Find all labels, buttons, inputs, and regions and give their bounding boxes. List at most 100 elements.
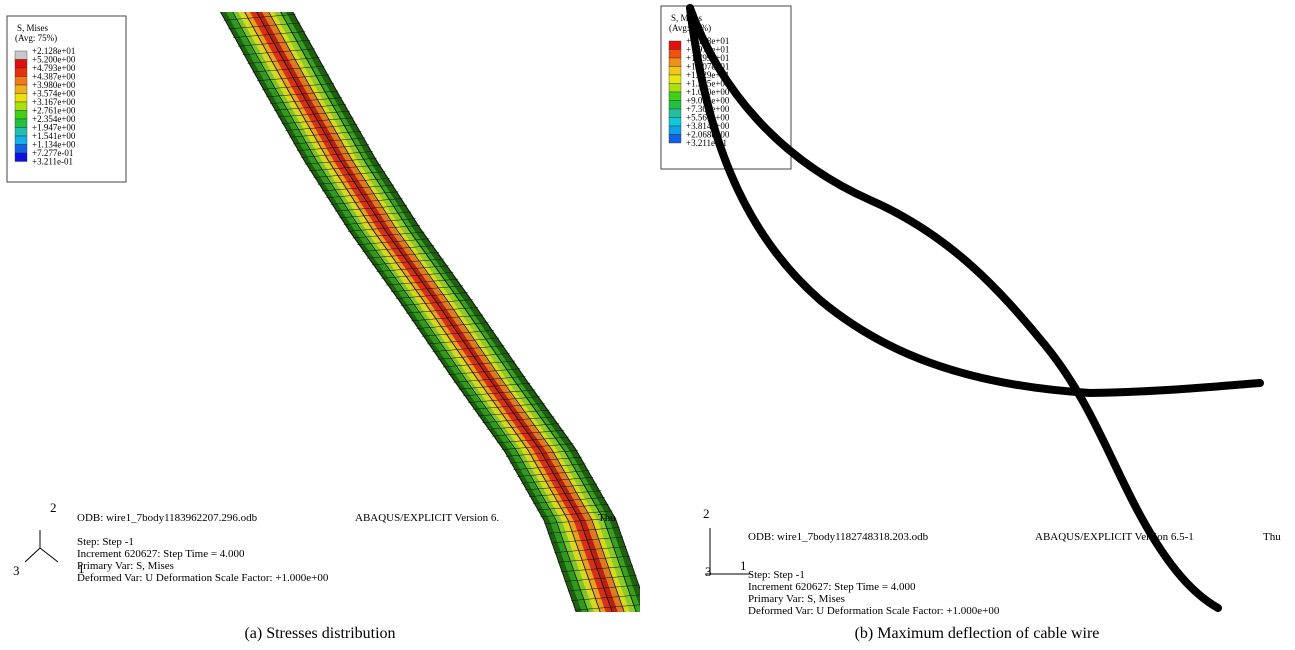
triad-label: 3 xyxy=(705,564,712,579)
mesh-line xyxy=(427,337,500,345)
wire-band xyxy=(219,6,640,612)
mesh-line xyxy=(252,65,325,73)
mesh-line xyxy=(376,265,449,272)
mesh-line xyxy=(273,104,346,111)
mesh-line xyxy=(366,251,440,259)
mesh-line xyxy=(232,12,589,612)
mesh-line xyxy=(564,575,637,582)
legend-level: +5.200e+00 xyxy=(32,55,76,65)
legend-title: S, Mises xyxy=(671,13,703,23)
mesh-line xyxy=(521,476,594,484)
mesh-line xyxy=(300,151,373,158)
mesh-line xyxy=(371,258,444,266)
legend-title: S, Mises xyxy=(17,23,49,33)
mesh-line xyxy=(432,345,505,352)
mesh-line xyxy=(280,12,637,612)
legend-swatch xyxy=(668,100,682,110)
legend-swatch xyxy=(14,135,28,145)
mesh-line xyxy=(313,171,386,178)
mesh-line xyxy=(491,429,565,437)
legend-level: +2.068e+00 xyxy=(686,130,730,140)
mesh-line xyxy=(330,198,403,205)
mesh-line xyxy=(285,124,358,131)
date: Thu xyxy=(598,512,616,524)
legend-level: +3.167e+00 xyxy=(32,97,76,107)
legend-swatch xyxy=(14,110,28,120)
mesh-line xyxy=(289,130,362,138)
legend-swatch xyxy=(14,67,28,77)
mesh-line xyxy=(228,22,301,30)
mesh-line xyxy=(247,57,320,64)
mesh-line xyxy=(467,396,541,403)
legend-swatch xyxy=(668,117,682,127)
mesh-line xyxy=(362,245,435,252)
info-deformed: Deformed Var: U Deformation Scale Factor… xyxy=(77,572,329,584)
wire-stripe xyxy=(243,12,607,612)
legend-level: +1.607e+01 xyxy=(686,62,729,72)
info-deformed: Deformed Var: U Deformation Scale Factor… xyxy=(748,605,1000,617)
mesh-line xyxy=(266,90,339,98)
info-step: Step: Step -1 xyxy=(748,569,805,581)
mesh-line xyxy=(309,164,382,172)
triad-label: 2 xyxy=(703,506,710,521)
mesh-line xyxy=(532,497,605,504)
triad-label: 2 xyxy=(50,500,57,515)
mesh-line xyxy=(567,584,640,592)
mesh-line xyxy=(339,211,412,219)
mesh-line xyxy=(574,604,640,611)
info-increment: Increment 620627: Step Time = 4.000 xyxy=(748,581,916,593)
legend-level: +3.814e+00 xyxy=(686,121,730,131)
mesh-line xyxy=(501,443,574,450)
legend-swatch xyxy=(668,108,682,118)
mesh-line xyxy=(540,510,613,518)
mesh-line xyxy=(448,368,521,375)
wire-stripe xyxy=(255,12,619,612)
info-step: Step: Step -1 xyxy=(77,536,134,548)
mesh-line xyxy=(219,6,291,12)
caption: (a) Stresses distribution xyxy=(244,625,395,642)
triad-label: 1 xyxy=(78,561,85,576)
legend-swatch xyxy=(668,74,682,84)
mesh-line xyxy=(561,565,634,573)
legend-level: +1.255e+01 xyxy=(686,79,729,89)
mesh-line xyxy=(513,463,586,471)
mesh-line xyxy=(487,423,560,430)
mesh-line xyxy=(352,231,425,239)
legend-swatch xyxy=(668,83,682,93)
mesh-line xyxy=(261,83,335,90)
mesh-line xyxy=(400,299,473,306)
mesh-line xyxy=(442,360,516,368)
legend-level: +3.980e+00 xyxy=(32,80,76,90)
mesh-line xyxy=(381,272,454,279)
info-primary: Primary Var: S, Mises xyxy=(77,560,174,572)
legend-swatch xyxy=(14,76,28,86)
triad-axis xyxy=(24,547,41,563)
wire-stripe xyxy=(237,12,601,612)
info-increment: Increment 620627: Step Time = 4.000 xyxy=(77,548,245,560)
mesh-line xyxy=(256,12,613,612)
mesh-line xyxy=(326,191,399,198)
legend-swatch xyxy=(14,152,28,162)
mesh-line xyxy=(496,436,569,444)
mesh-line xyxy=(509,456,582,464)
wire-stripe xyxy=(273,12,637,612)
mesh-line xyxy=(458,382,531,390)
mesh-line xyxy=(293,137,366,145)
wire-stripe xyxy=(231,12,595,612)
mesh-line xyxy=(281,117,354,125)
mesh-line xyxy=(528,490,601,497)
mesh-line xyxy=(296,144,369,151)
mesh-line xyxy=(244,12,601,612)
mesh-line xyxy=(554,546,627,553)
mesh-line xyxy=(386,278,459,286)
mesh-line xyxy=(453,376,526,383)
odb-name: ODB: wire1_7body1183962207.296.odb xyxy=(77,512,258,524)
mesh-line xyxy=(223,14,296,21)
mesh-line xyxy=(536,503,609,511)
mesh-line xyxy=(505,450,578,457)
legend-swatch xyxy=(668,49,682,59)
mesh-line xyxy=(477,409,550,417)
wire xyxy=(686,4,1264,398)
odb-name: ODB: wire1_7body1182748318.203.odb xyxy=(748,531,929,543)
wire xyxy=(686,4,1222,612)
